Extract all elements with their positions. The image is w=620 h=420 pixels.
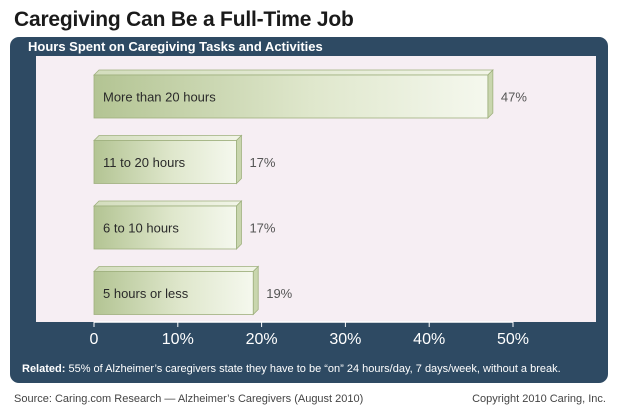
bar-category-label: 11 to 20 hours xyxy=(103,155,186,170)
bar-group: 6 to 10 hours 17% xyxy=(93,200,276,250)
bar-group: 5 hours or less 19% xyxy=(93,265,293,316)
bar-side-face xyxy=(236,134,242,185)
bar-top-face xyxy=(93,200,243,207)
x-tick-label: 40% xyxy=(413,331,445,348)
x-tick-label: 0 xyxy=(90,331,99,348)
bar-side-face xyxy=(487,69,494,119)
bar xyxy=(93,140,237,184)
related-label: Related: xyxy=(22,363,66,375)
source-note: Source: Caring.com Research — Alzheimer’… xyxy=(14,393,364,405)
related-text: 55% of Alzheimer’s caregivers state they… xyxy=(68,363,561,375)
bar-top-face xyxy=(93,69,494,76)
x-tick-label: 20% xyxy=(246,331,278,348)
x-tick-label: 30% xyxy=(329,331,361,348)
bar xyxy=(93,271,254,315)
bar-side-face xyxy=(252,265,259,316)
bar-value-label: 47% xyxy=(501,90,527,105)
bar-group: More than 20 hours 47% xyxy=(93,69,527,119)
bar xyxy=(93,205,237,250)
x-tick-label: 50% xyxy=(497,331,529,348)
bar-category-label: More than 20 hours xyxy=(103,90,216,105)
bar-value-label: 19% xyxy=(266,286,292,301)
bar-group: 11 to 20 hours 17% xyxy=(93,134,276,185)
bar-category-label: 5 hours or less xyxy=(103,286,189,301)
bar xyxy=(93,74,489,119)
copyright-note: Copyright 2010 Caring, Inc. xyxy=(472,393,606,405)
page-title: Caregiving Can Be a Full-Time Job xyxy=(14,8,354,31)
bar-top-face xyxy=(93,135,243,141)
bar-value-label: 17% xyxy=(249,221,275,236)
bar-category-label: 6 to 10 hours xyxy=(103,221,179,236)
related-note: Related: 55% of Alzheimer’s caregivers s… xyxy=(22,363,602,375)
x-tick-label: 10% xyxy=(162,331,194,348)
bar-top-face xyxy=(93,266,260,272)
bar-value-label: 17% xyxy=(249,155,275,170)
bar-side-face xyxy=(236,200,242,250)
panel-title: Hours Spent on Caregiving Tasks and Acti… xyxy=(28,39,323,54)
